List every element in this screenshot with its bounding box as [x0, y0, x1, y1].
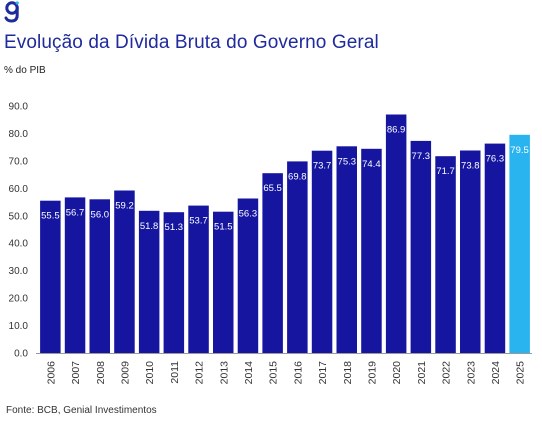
- bar-2025: [509, 134, 530, 353]
- genial-logo-icon: [4, 1, 19, 23]
- data-label-2018: 75.3: [338, 156, 357, 167]
- x-tick-label-2019: 2019: [366, 361, 378, 385]
- data-label-2024: 76.3: [486, 154, 505, 165]
- bar-2006: [40, 200, 61, 353]
- data-label-2019: 74.4: [362, 159, 381, 170]
- bar-2012: [188, 205, 209, 353]
- x-tick-label-2011: 2011: [169, 361, 181, 384]
- x-tick-label-2012: 2012: [194, 361, 206, 385]
- bar-2017: [311, 150, 333, 353]
- data-label-2020: 86.9: [387, 125, 406, 136]
- x-tick-label-2024: 2024: [490, 361, 502, 385]
- x-tick-label-2023: 2023: [465, 361, 477, 385]
- bar-2016: [287, 161, 308, 353]
- x-axis: 2006 2007 2008 2009 2010 2011 2012 2013 2014 2015…: [45, 361, 526, 385]
- x-tick-label-2013: 2013: [218, 361, 230, 385]
- bar-2013: [213, 211, 234, 353]
- bar-2008: [89, 199, 110, 353]
- bar-2014: [237, 198, 259, 353]
- bars-group: 55.5 56.7 56.0 59.2 51.8 51.3 53.7 51.5 56.3 65.5…: [40, 114, 530, 353]
- x-tick-label-2008: 2008: [95, 361, 107, 385]
- x-tick-label-2009: 2009: [119, 361, 131, 385]
- data-label-2021: 77.3: [412, 151, 431, 162]
- data-label-2014: 56.3: [239, 209, 258, 220]
- data-label-2016: 69.8: [288, 171, 307, 182]
- bar-2020: [385, 114, 407, 353]
- x-tick-label-2022: 2022: [441, 361, 453, 385]
- bar-2009: [114, 190, 135, 353]
- source-note: Fonte: BCB, Genial Investimentos: [6, 405, 157, 416]
- y-tick-label: 70.0: [9, 156, 29, 167]
- bar-2011: [163, 212, 185, 353]
- y-tick-label: 60.0: [9, 184, 29, 195]
- data-label-2013: 51.5: [214, 222, 233, 233]
- x-tick-label-2018: 2018: [342, 361, 354, 385]
- y-tick-label: 80.0: [9, 129, 29, 140]
- bar-2018: [336, 146, 357, 353]
- x-tick-label-2016: 2016: [292, 361, 304, 385]
- data-label-2017: 73.7: [313, 161, 332, 172]
- bar-2022: [435, 156, 456, 353]
- y-tick-label: 30.0: [9, 266, 29, 277]
- y-tick-label: 10.0: [9, 321, 29, 332]
- x-tick-label-2021: 2021: [416, 361, 428, 385]
- y-tick-label: 90.0: [9, 102, 29, 113]
- y-tick-label: 40.0: [9, 239, 29, 250]
- data-label-2015: 65.5: [263, 183, 282, 194]
- bar-2023: [460, 150, 481, 353]
- x-tick-label-2010: 2010: [144, 361, 156, 385]
- bar-2007: [64, 197, 86, 353]
- x-tick-label-2015: 2015: [268, 361, 280, 385]
- data-label-2012: 53.7: [189, 216, 208, 227]
- x-tick-label-2014: 2014: [243, 361, 255, 385]
- x-tick-label-2017: 2017: [317, 361, 329, 385]
- bar-2015: [262, 173, 283, 353]
- data-label-2009: 59.2: [115, 201, 134, 212]
- bar-2021: [410, 140, 432, 353]
- data-label-2022: 71.7: [436, 166, 455, 177]
- chart-title: Evolução da Dívida Bruta do Governo Gera…: [4, 32, 379, 53]
- bar-2019: [361, 148, 382, 353]
- x-tick-label-2025: 2025: [515, 361, 527, 385]
- data-label-2025: 79.5: [510, 145, 529, 156]
- bar-2024: [484, 143, 506, 353]
- data-label-2023: 73.8: [461, 161, 480, 172]
- y-tick-label: 50.0: [9, 211, 29, 222]
- x-tick-label-2006: 2006: [45, 361, 57, 385]
- bar-2010: [138, 210, 160, 353]
- y-axis: 0.0 10.0 20.0 30.0 40.0 50.0 60.0 70.0 80.0 90.0: [9, 102, 29, 360]
- data-label-2010: 51.8: [140, 221, 159, 232]
- x-tick-label-2020: 2020: [391, 361, 403, 385]
- y-tick-label: 0.0: [14, 349, 28, 360]
- bar-chart: 0.010.020.030.040.050.060.070.080.090.0 …: [9, 102, 532, 385]
- data-label-2011: 51.3: [165, 222, 184, 233]
- y-tick-label: 20.0: [9, 294, 29, 305]
- y-axis-unit-label: % do PIB: [4, 65, 46, 76]
- data-label-2007: 56.7: [66, 207, 85, 218]
- data-label-2006: 55.5: [41, 211, 60, 222]
- x-tick-label-2007: 2007: [70, 361, 82, 385]
- data-label-2008: 56.0: [91, 209, 110, 220]
